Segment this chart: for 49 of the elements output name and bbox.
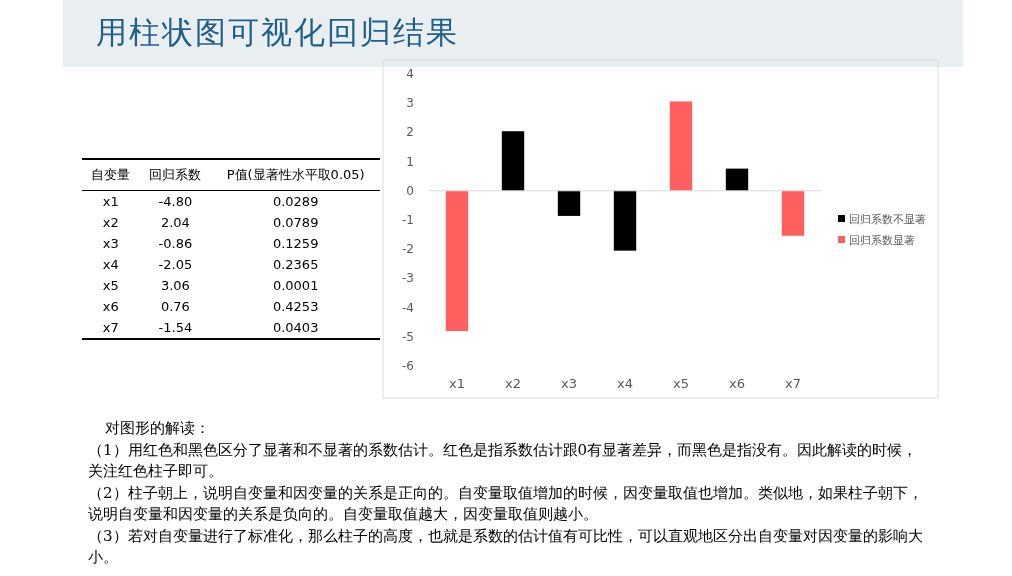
category-label: x3 [102,236,119,251]
text: 0.0001 [271,277,320,295]
x-tick-label: x3 [561,376,577,391]
text: （1）用红色和黑色区分了显著和不显著的系数估计。红色是指系数估计跟0有显著差异，而黑色是指没有。因此解读的时候，关注红色柱子即可。 [88,439,919,482]
legend-label: 回归系数显著 [849,234,915,247]
text: -2.05 [157,256,194,274]
text: 2.04 [159,214,191,232]
category-label: x5 [102,278,119,293]
text: 0.2365 [271,256,320,274]
y-tick-label: -3 [402,271,414,286]
text: 0.1259 [271,235,320,253]
y-tick-label: -5 [402,329,414,344]
category-label: x4 [102,257,119,272]
y-tick-label: -1 [402,213,414,227]
text: 0.0789 [271,214,320,232]
text: 自变量 [82,159,140,191]
text: 0.76 [159,298,191,316]
text: 对图形的解读： [104,418,211,439]
y-tick-label: 2 [406,125,414,140]
text: -1.54 [157,319,194,337]
y-tick-label: -2 [402,242,414,257]
chart-title: 用柱状图可视化回归结果 [96,13,459,52]
text: 0.0403 [271,319,320,337]
text: 回归系数 [139,159,212,191]
text: -4.80 [157,193,194,211]
y-tick-label: -6 [402,359,414,373]
x-tick-label: x6 [729,376,745,391]
x-tick-label: x5 [673,376,689,391]
x-tick-label: x7 [785,376,801,391]
x-tick-label: x4 [617,376,633,391]
x-tick-label: x1 [449,376,465,391]
y-tick-label: 3 [406,96,414,111]
category-label: x2 [102,215,119,230]
text: （2）柱子朝上，说明自变量和因变量的关系是正向的。自变量取值增加的时候，因变量取值也增加。类似地，如果柱子朝下，说明自变量和因变量的关系是负向的。自变量取值越大，因变量取值则越小。 [88,482,924,525]
category-label: x6 [102,299,119,314]
legend-label: 回归系数不显著 [849,213,926,226]
text: -0.86 [157,235,194,253]
text: 0.4253 [271,298,320,316]
y-tick-label: 0 [406,183,414,198]
text: （3）若对自变量进行了标准化，那么柱子的高度，也就是系数的估计值有可比性，可以直观地区分出自变量对因变量的影响大小。 [88,525,924,568]
text: P值(显著性水平取0.05) [211,159,380,191]
y-tick-label: 1 [406,154,414,169]
text: 0.0289 [271,193,320,211]
y-tick-label: 4 [406,67,414,81]
y-tick-label: -4 [402,300,414,315]
category-label: x7 [102,320,119,335]
category-label: x1 [102,194,119,209]
text: 3.06 [159,277,191,295]
x-tick-label: x2 [505,376,521,391]
